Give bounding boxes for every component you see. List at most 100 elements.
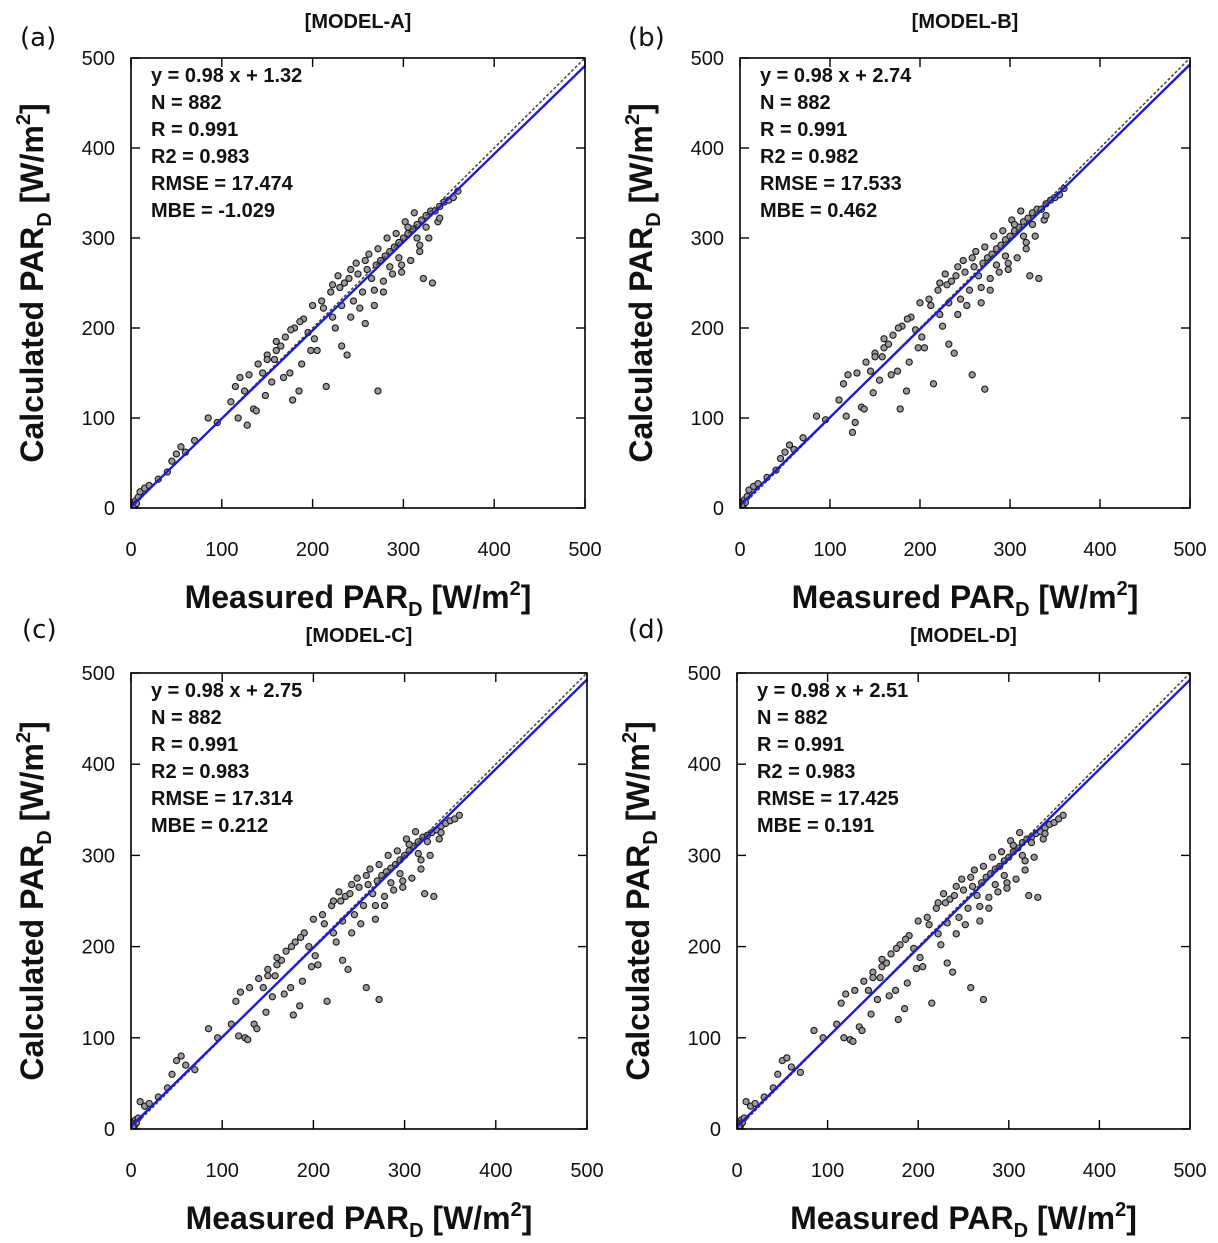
x-tick-label: 400 [1083, 1160, 1116, 1182]
y-axis-label-close: ] [620, 721, 656, 732]
data-point [905, 358, 913, 366]
data-point [390, 886, 398, 894]
x-tick-label: 500 [1173, 539, 1206, 561]
data-point [318, 911, 327, 919]
data-point [374, 245, 382, 253]
data-point [347, 265, 355, 274]
data-point [354, 270, 362, 278]
data-point [334, 272, 342, 280]
data-point [338, 342, 346, 350]
x-axis-label-main: Measured PAR [790, 1200, 1013, 1236]
y-axis-label: Calculated PARD [W/m2] [13, 721, 56, 1080]
data-point [1012, 875, 1020, 883]
data-point [322, 382, 330, 391]
data-point [900, 1004, 909, 1013]
data-point [270, 355, 279, 364]
regression-line [131, 64, 585, 508]
data-point [407, 256, 415, 265]
data-point [399, 883, 407, 891]
x-axis-label-sup: 2 [511, 1199, 522, 1221]
data-point [177, 1052, 185, 1060]
data-point [244, 1035, 252, 1044]
data-point [862, 358, 870, 366]
x-tick-label: 300 [387, 539, 420, 561]
y-tick-label: 400 [688, 754, 721, 776]
data-point [934, 899, 942, 907]
data-point [417, 856, 425, 864]
data-point [395, 254, 403, 262]
data-point [889, 331, 897, 339]
data-point [934, 286, 942, 294]
data-point [430, 892, 438, 901]
x-axis-label-main: Measured PAR [185, 579, 408, 615]
y-tick-label: 400 [82, 138, 115, 160]
data-point [796, 1068, 805, 1077]
data-point [945, 340, 953, 348]
stats-line: R2 = 0.983 [151, 146, 249, 168]
data-point [307, 346, 315, 355]
x-axis-label-close: ] [1128, 579, 1139, 615]
y-axis-label: Calculated PARD [W/m2] [13, 103, 56, 462]
data-point [168, 457, 176, 465]
data-point [839, 380, 848, 388]
data-point [421, 890, 429, 898]
data-point [869, 389, 877, 397]
data-point [271, 972, 279, 980]
data-point [976, 917, 984, 925]
regression-line [737, 678, 1190, 1128]
data-point [1016, 828, 1024, 837]
data-point [346, 890, 354, 898]
data-point [977, 283, 985, 292]
data-point [311, 952, 319, 960]
data-point [404, 223, 412, 231]
data-point [259, 369, 267, 377]
data-point [783, 1054, 791, 1062]
data-point [955, 913, 963, 922]
data-point [887, 950, 895, 958]
y-axis-label-sup: 2 [622, 114, 644, 125]
y-tick-label: 0 [104, 498, 115, 520]
data-point [347, 313, 355, 321]
data-point [328, 313, 337, 321]
data-point [405, 840, 413, 849]
stats-line: MBE = 0.212 [151, 815, 268, 837]
y-tick-label: 300 [82, 228, 115, 250]
data-point [435, 835, 443, 843]
data-point [871, 353, 879, 361]
y-axis-label-close: ] [623, 103, 659, 114]
data-point [255, 974, 263, 983]
x-axis-label-main: Measured PAR [792, 579, 1015, 615]
data-point [329, 897, 338, 905]
data-point [282, 947, 290, 955]
data-point [903, 315, 912, 323]
data-point [288, 396, 297, 404]
y-axis-label-sup: 2 [619, 732, 641, 743]
y-tick-label: 0 [104, 1119, 115, 1141]
stats-line: y = 0.98 x + 2.51 [757, 680, 908, 702]
data-point [328, 281, 337, 289]
data-point [272, 337, 280, 346]
plot-area [737, 673, 1190, 1129]
data-point [1024, 214, 1032, 222]
x-tick-label: 200 [297, 1160, 330, 1182]
x-tick-label: 0 [125, 539, 136, 561]
x-axis-label-sub: D [408, 599, 422, 621]
data-point [950, 891, 959, 900]
data-point [1059, 811, 1067, 819]
data-point [853, 369, 861, 377]
data-point [353, 874, 361, 882]
data-point [860, 977, 868, 985]
data-point [349, 297, 358, 305]
data-point [455, 811, 463, 819]
y-axis-label-sub: D [34, 830, 56, 844]
data-point [959, 256, 967, 265]
data-point [967, 873, 975, 881]
data-point [348, 929, 356, 937]
data-point [236, 988, 245, 996]
stats-line: N = 882 [760, 92, 831, 114]
y-tick-label: 300 [691, 228, 724, 250]
data-point [361, 256, 369, 265]
data-point [939, 890, 948, 898]
chart-panel-3: (c) [MODEL-C] 0 100 200 300 400 500 0 100 200 300 40… [13, 615, 604, 1242]
